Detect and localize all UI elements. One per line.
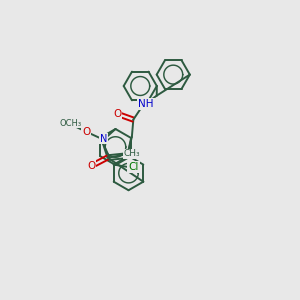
- Text: Cl: Cl: [128, 162, 139, 172]
- Text: CH₃: CH₃: [123, 149, 140, 158]
- Text: N: N: [100, 134, 107, 144]
- Text: NH: NH: [138, 99, 154, 109]
- Text: O: O: [82, 127, 90, 137]
- Text: O: O: [113, 109, 121, 118]
- Text: OCH₃: OCH₃: [59, 118, 82, 127]
- Text: O: O: [87, 160, 95, 171]
